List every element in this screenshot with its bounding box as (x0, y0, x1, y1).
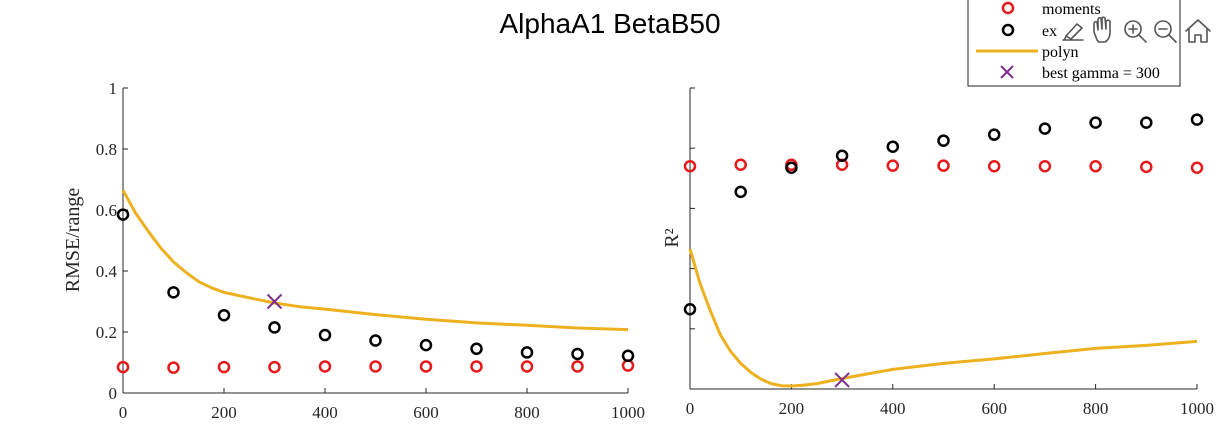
zoom-in-icon[interactable] (1124, 20, 1147, 43)
data-point-moments (734, 158, 747, 172)
figure-title: AlphaA1 BetaB50 (499, 8, 720, 39)
zoom-out-icon[interactable] (1154, 20, 1177, 43)
data-point-ex (683, 302, 697, 316)
data-point-ex (734, 185, 747, 199)
data-point-ex (835, 149, 849, 162)
data-point-moments (571, 360, 584, 373)
data-point-moments (683, 160, 697, 173)
data-point-ex (419, 338, 433, 352)
x-tick-label: 200 (779, 399, 805, 418)
x-tick-label: 400 (312, 403, 338, 422)
data-point-moments (621, 359, 635, 372)
x-tick-label: 800 (514, 403, 540, 422)
y-tick-label: 0 (109, 384, 118, 403)
legend-label-best: best gamma = 300 (1042, 65, 1160, 82)
data-point-moments (268, 360, 281, 374)
data-point-ex (470, 342, 483, 356)
legend-entry-moments: moments (1001, 1, 1101, 18)
data-point-moments (1140, 160, 1153, 174)
x-tick-label: 1000 (1180, 399, 1214, 418)
y-tick-label: 0.6 (96, 201, 117, 220)
data-point-ex (1038, 122, 1052, 135)
data-point-ex (1140, 116, 1153, 129)
x-tick-label: 800 (1083, 399, 1109, 418)
legend-entry-polyn: polyn (976, 44, 1078, 61)
data-point-moments (1038, 160, 1052, 173)
y-tick-label: 0.2 (96, 323, 117, 342)
data-point-ex (621, 349, 635, 363)
legend-label-ex: ex (1042, 23, 1057, 40)
y-tick-label: 0.8 (96, 140, 117, 159)
legend-label-polyn: polyn (1042, 44, 1078, 61)
y-tick-label: 1 (109, 79, 118, 98)
data-point-moments (217, 360, 231, 374)
data-point-moments (1089, 160, 1102, 173)
best-gamma-marker (266, 293, 283, 310)
data-point-moments (318, 360, 332, 373)
y-axis-label: RMSE/range (62, 188, 84, 293)
data-point-ex (167, 286, 180, 299)
left-axes[interactable]: 0 200 400 600 800 1000 0 0.2 0.4 0.6 0.8 1 RMSE/rang… (62, 79, 645, 422)
legend-box (967, 0, 1181, 87)
data-point-moments (937, 159, 950, 172)
data-point-moments (1190, 161, 1204, 175)
legend-entry-ex: ex (1001, 23, 1057, 40)
data-point-ex (937, 134, 950, 147)
data-point-ex (1190, 113, 1204, 126)
data-point-ex (987, 128, 1001, 141)
data-point-moments (886, 159, 900, 172)
data-point-moments (116, 360, 130, 374)
data-point-ex (268, 321, 281, 334)
series-line-polyn (688, 248, 1198, 388)
data-point-ex (571, 347, 584, 361)
home-icon[interactable] (1185, 19, 1211, 43)
x-tick-label: 400 (880, 399, 906, 418)
data-point-ex (785, 161, 798, 175)
data-point-moments (419, 360, 433, 373)
x-tick-label: 0 (686, 399, 695, 418)
x-tick-label: 600 (413, 403, 439, 422)
x-tick-label: 1000 (611, 403, 645, 422)
data-point-ex (217, 308, 231, 322)
data-point-ex (116, 208, 130, 221)
data-point-moments (470, 360, 483, 373)
legend-label-moments: moments (1042, 1, 1101, 18)
best-gamma-marker (834, 372, 850, 388)
data-point-moments (987, 160, 1001, 173)
y-tick-label: 0.4 (96, 262, 118, 281)
axes-toolbar[interactable] (1062, 16, 1211, 43)
x-tick-label: 200 (211, 403, 237, 422)
y-axis-label: R² (661, 228, 683, 247)
pan-hand-icon[interactable] (1093, 16, 1111, 43)
data-point-moments (520, 360, 534, 373)
data-point-ex (318, 328, 332, 342)
data-point-moments (369, 360, 382, 373)
legend[interactable]: moments ex polyn best gamma = 300 (967, 0, 1181, 87)
data-point-ex (369, 334, 382, 347)
data-point-moments (167, 361, 180, 374)
series-line-polyn (121, 189, 629, 332)
x-tick-label: 0 (119, 403, 128, 422)
data-point-ex (1089, 116, 1102, 129)
legend-marker-ex (1001, 23, 1015, 37)
right-axes[interactable]: 0 200 400 600 800 1000 R² (661, 87, 1214, 418)
data-point-ex (520, 346, 534, 359)
legend-marker-moments (1001, 1, 1015, 15)
legend-marker-best (1000, 65, 1014, 79)
brush-icon[interactable] (1062, 23, 1084, 41)
data-point-ex (886, 140, 900, 153)
legend-entry-best: best gamma = 300 (1000, 65, 1160, 82)
x-tick-label: 600 (981, 399, 1007, 418)
